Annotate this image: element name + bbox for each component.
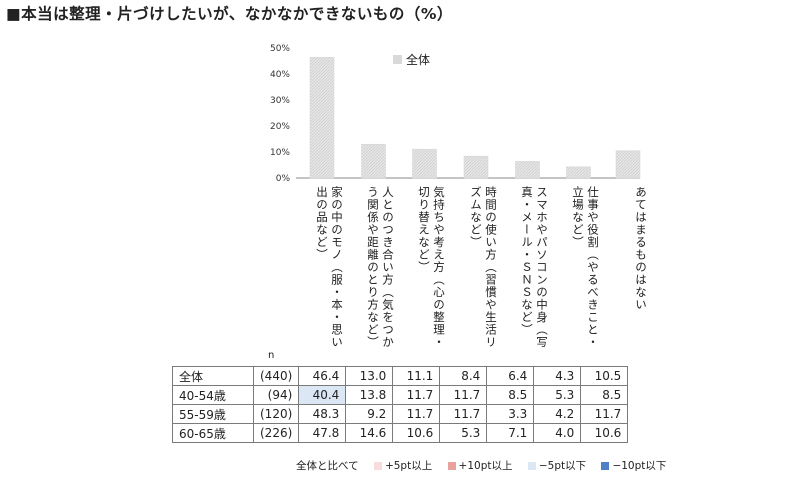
table-cell: 4.0	[533, 423, 582, 443]
table-row: 全体 (440) 46.4 13.0 11.1 8.4 6.4 4.3 10.5	[172, 366, 629, 386]
bar	[463, 155, 489, 179]
table-row: 40-54歳 (94) 40.4 13.8 11.7 11.7 8.5 5.3 8.5	[172, 385, 629, 405]
plus10-swatch	[447, 461, 456, 470]
table-cell: 14.6	[345, 423, 394, 443]
category-label: あてはまるものはない	[634, 186, 648, 311]
table-cell: 7.1	[486, 423, 535, 443]
table-cell: 11.1	[392, 366, 441, 386]
plus5-label: +5pt以上	[384, 460, 433, 472]
plus10-label: +10pt以上	[458, 460, 513, 472]
table-cell: 11.7	[392, 404, 441, 424]
row-label: 全体	[172, 366, 254, 386]
y-tick-label: 20%	[270, 122, 290, 132]
table-cell: 3.3	[486, 404, 535, 424]
sample-size: (226)	[252, 423, 300, 443]
results-table: 全体 (440) 46.4 13.0 11.1 8.4 6.4 4.3 10.5 40-54歳 (9…	[172, 366, 629, 443]
table-cell: 4.2	[533, 404, 582, 424]
table-cell: 10.5	[580, 366, 629, 386]
chart-title: ■本当は整理・片づけしたいが、なかなかできないもの（%）	[6, 5, 453, 23]
sample-size: (94)	[252, 385, 300, 405]
table-cell: 5.3	[439, 423, 488, 443]
bar	[361, 143, 386, 179]
category-label: 人とのつき合い方（気をつかう関係や距離のとり方など）	[366, 186, 395, 349]
footnote-lead: 全体と比べて	[296, 460, 359, 472]
table-cell: 6.4	[486, 366, 535, 386]
table-cell: 13.8	[345, 385, 394, 405]
table-cell: 48.3	[298, 404, 347, 424]
table-cell: 11.7	[580, 404, 629, 424]
table-row: 55-59歳 (120) 48.3 9.2 11.7 11.7 3.3 4.2 11.7	[172, 404, 629, 424]
bar	[566, 166, 591, 179]
table-cell: 11.7	[439, 404, 488, 424]
table-cell: 46.4	[298, 366, 347, 386]
row-label: 40-54歳	[172, 385, 254, 405]
bar	[615, 150, 641, 179]
table-cell: 40.4	[298, 385, 347, 405]
minus5-label: −5pt以下	[538, 460, 587, 472]
table-cell: 8.5	[580, 385, 629, 405]
table-cell: 47.8	[298, 423, 347, 443]
table-cell: 11.7	[439, 385, 488, 405]
n-column-header: n	[268, 350, 275, 361]
table-cell: 10.6	[392, 423, 441, 443]
table-cell: 8.5	[486, 385, 535, 405]
bar	[515, 161, 540, 179]
legend-swatch	[393, 55, 402, 64]
table-cell: 9.2	[345, 404, 394, 424]
color-legend: 全体と比べて +5pt以上 +10pt以上 −5pt以下 −10pt以下	[296, 458, 666, 473]
bar	[309, 57, 335, 179]
plus5-swatch	[373, 461, 382, 470]
legend-label: 全体	[406, 52, 430, 67]
table-row: 60-65歳 (226) 47.8 14.6 10.6 5.3 7.1 4.0 10.6	[172, 423, 629, 443]
category-label: スマホやパソコンの中身（写真・メール・ＳＮＳなど）	[520, 186, 549, 349]
table-cell: 13.0	[345, 366, 394, 386]
sample-size: (120)	[252, 404, 300, 424]
table-cell: 10.6	[580, 423, 629, 443]
y-tick-label: 40%	[270, 70, 290, 80]
minus10-swatch	[601, 461, 610, 470]
y-tick-label: 50%	[270, 44, 290, 54]
category-label: 時間の使い方（習慣や生活リズムなど）	[469, 186, 498, 349]
minus10-label: −10pt以下	[612, 460, 667, 472]
y-tick-label: 0%	[276, 174, 291, 184]
row-label: 55-59歳	[172, 404, 254, 424]
category-label: 家の中のモノ（服・本・思い出の品など）	[315, 186, 344, 349]
minus5-swatch	[527, 461, 536, 470]
y-tick-label: 10%	[270, 148, 290, 158]
table-cell: 8.4	[439, 366, 488, 386]
y-tick-label: 30%	[270, 96, 290, 106]
sample-size: (440)	[252, 366, 300, 386]
table-cell: 4.3	[533, 366, 582, 386]
table-cell: 11.7	[392, 385, 441, 405]
category-label: 気持ちや考え方（心の整理・切り替えなど）	[417, 186, 446, 349]
table-cell: 5.3	[533, 385, 582, 405]
row-label: 60-65歳	[172, 423, 254, 443]
bar	[412, 148, 437, 179]
category-label: 仕事や役割（やるべきこと・立場など）	[571, 186, 600, 349]
